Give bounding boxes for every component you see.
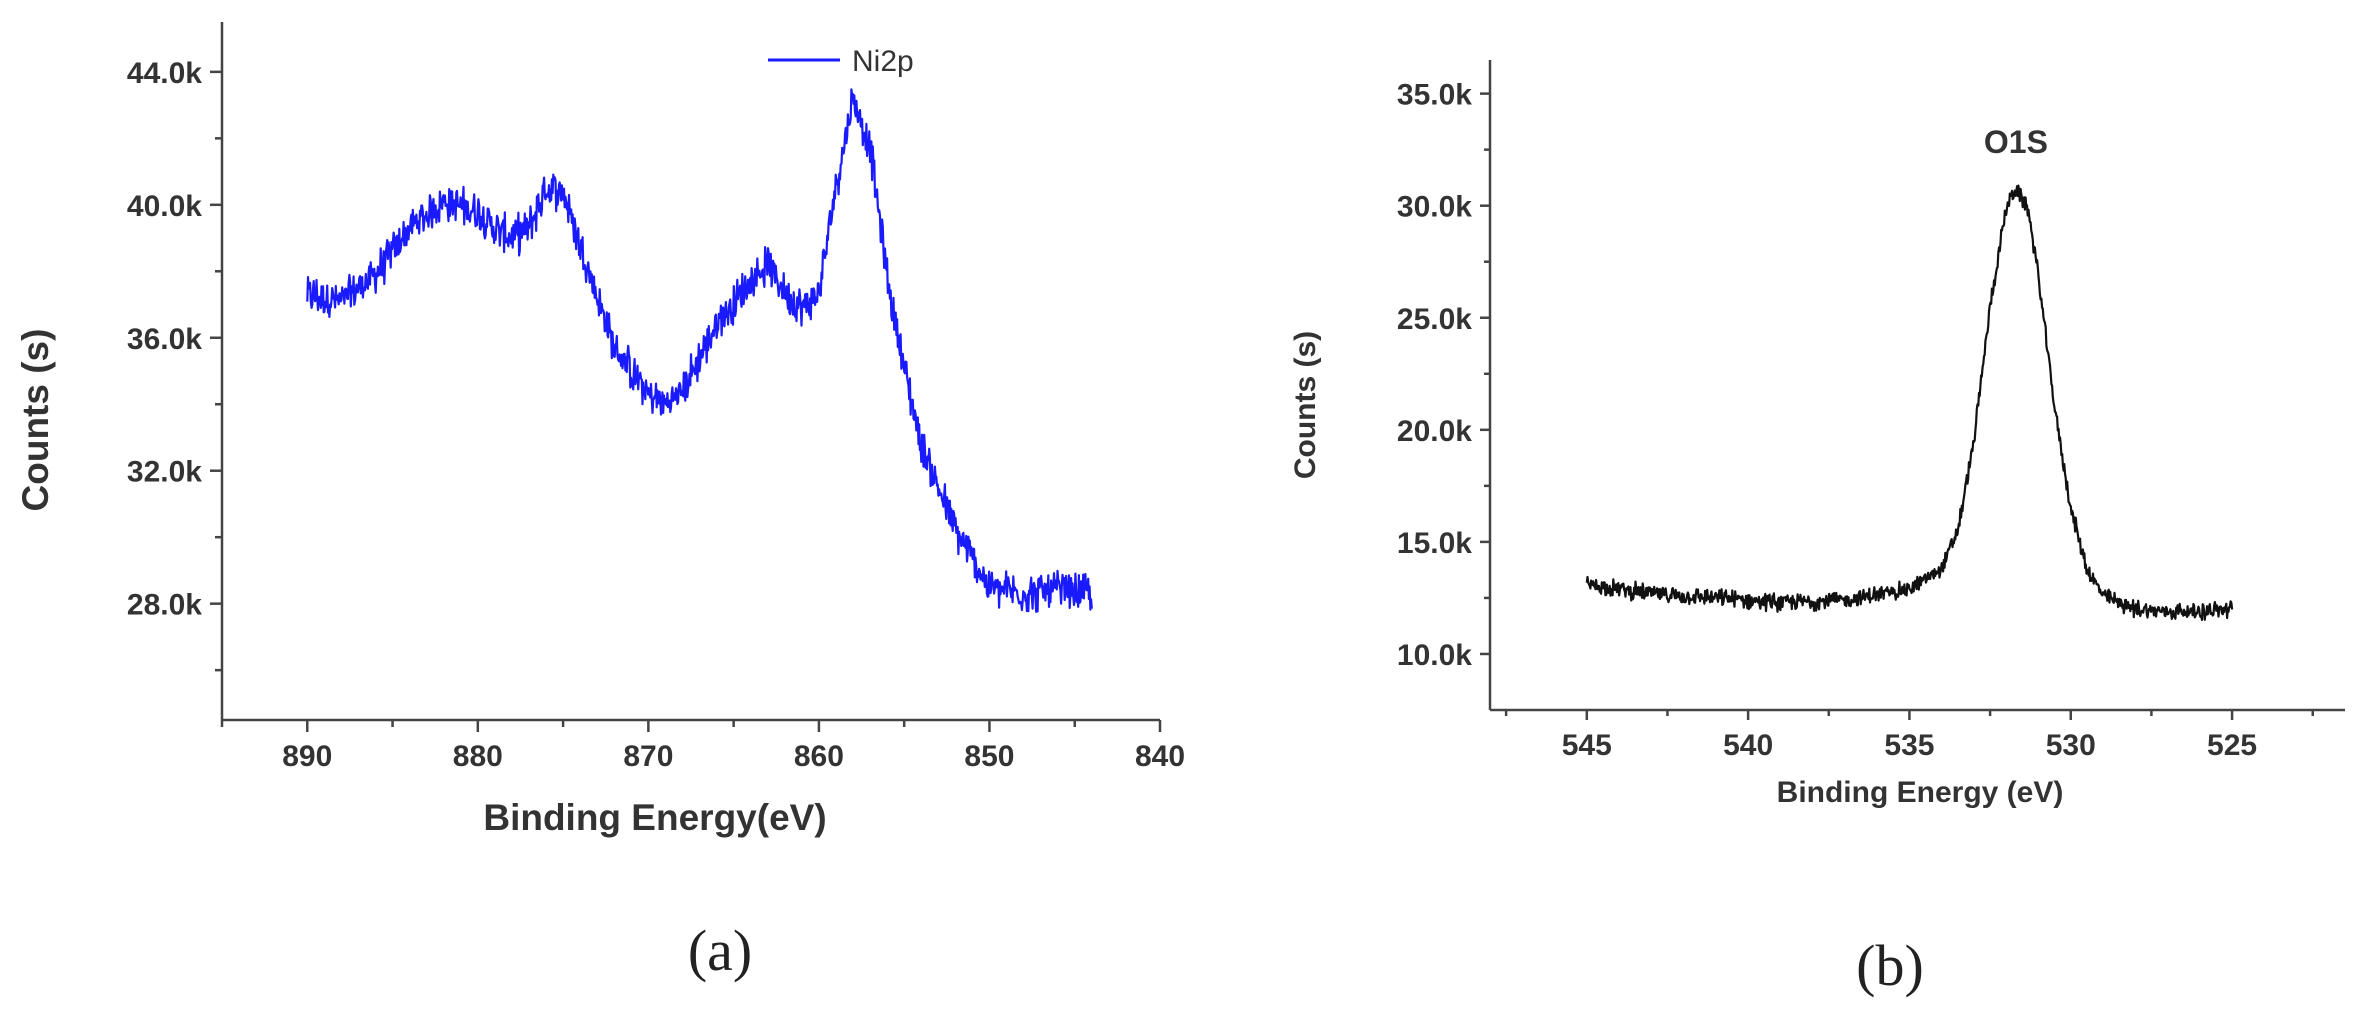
panel-b-chart: Binding Energy (eV) Counts (s) O1S (b) 5… (1289, 60, 2345, 998)
panel-b-x-tick-label: 540 (1723, 729, 1773, 762)
panel-b-y-tick-label: 10.0k (1397, 639, 1472, 672)
panel-b-x-tick-label: 525 (2207, 729, 2257, 762)
panel-a-x-tick-label: 870 (623, 740, 673, 773)
panel-b-y-tick-label: 35.0k (1397, 79, 1472, 112)
panel-b-series-line-o1s (1585, 184, 2234, 621)
panel-a-x-tick-label: 840 (1135, 740, 1185, 773)
panel-b-y-axis-title: Counts (s) (1289, 331, 1322, 479)
panel-a-series-line-ni2p (306, 88, 1093, 613)
panel-a-legend: Ni2p (768, 45, 914, 78)
panel-a-y-tick-label: 40.0k (127, 190, 202, 223)
panel-a-y-tick-label: 32.0k (127, 456, 202, 489)
panel-b-y-tick-label: 20.0k (1397, 415, 1472, 448)
legend-label-ni2p: Ni2p (852, 45, 914, 78)
panel-b-x-axis-title: Binding Energy (eV) (1777, 776, 2064, 809)
panel-a-x-axis-title: Binding Energy(eV) (483, 797, 826, 838)
panel-a-x-tick-label: 890 (282, 740, 332, 773)
panel-b-x-tick-label: 545 (1562, 729, 1612, 762)
panel-a-y-axis-title: Counts (s) (15, 329, 56, 512)
panel-b-x-tick-label: 530 (2046, 729, 2096, 762)
panel-a-x-tick-label: 880 (453, 740, 503, 773)
panel-b-y-tick-label: 30.0k (1397, 191, 1472, 224)
panel-a-label: (a) (688, 918, 752, 983)
panel-a-chart: Binding Energy(eV) Counts (s) Ni2p (a) 8… (15, 22, 1185, 983)
panel-a-y-tick-label: 28.0k (127, 589, 202, 622)
panel-a-y-tick-label: 36.0k (127, 323, 202, 356)
panel-b-x-tick-label: 535 (1884, 729, 1934, 762)
panel-a-x-tick-label: 850 (964, 740, 1014, 773)
panel-b-y-tick-label: 15.0k (1397, 527, 1472, 560)
o1s-peak-annotation: O1S (1984, 124, 2048, 160)
panel-b-y-tick-label: 25.0k (1397, 303, 1472, 336)
panel-a-x-tick-label: 860 (794, 740, 844, 773)
panel-a-y-tick-label: 44.0k (127, 57, 202, 90)
panel-b-label: (b) (1856, 933, 1924, 998)
